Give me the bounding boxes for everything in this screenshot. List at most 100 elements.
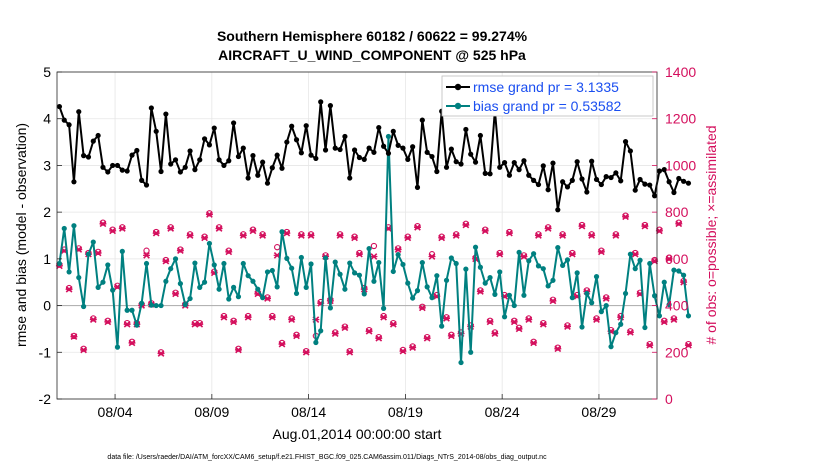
rmse-point [584, 189, 590, 195]
bias-point [521, 292, 527, 298]
left-tick-label: 1 [43, 251, 51, 267]
rmse-point [172, 157, 179, 163]
bias-point [129, 307, 135, 313]
left-tick-label: -2 [39, 391, 52, 407]
x-tick-label: 08/09 [194, 404, 229, 420]
bias-point [201, 279, 208, 285]
rmse-point [642, 181, 648, 187]
rmse-point [516, 167, 522, 173]
obs-assimilated-point [394, 246, 402, 253]
obs-assimilated-point [530, 339, 538, 347]
bias-point [589, 300, 595, 306]
rmse-point [453, 159, 459, 165]
legend-box [441, 75, 654, 117]
obs-assimilated-point [525, 316, 533, 323]
bias-point [308, 261, 314, 267]
rmse-point [269, 165, 275, 171]
obs-possible-point [486, 317, 494, 324]
rmse-point [555, 207, 561, 213]
bias-point [158, 302, 164, 309]
rmse-point [661, 167, 667, 173]
obs-possible-point [404, 233, 411, 240]
bias-point [400, 261, 406, 268]
rmse-point [511, 160, 517, 166]
rmse-point [526, 172, 532, 178]
obs-possible-point [351, 233, 358, 240]
rmse-point [666, 179, 672, 185]
obs-possible-point [230, 317, 237, 324]
bias-point [410, 295, 416, 301]
rmse-point [540, 163, 546, 169]
rmse-point [545, 187, 551, 193]
rmse-point [395, 142, 401, 148]
bias-point [153, 302, 159, 309]
rmse-point [255, 172, 261, 178]
obs-possible-point [167, 224, 174, 231]
rmse-point [124, 168, 130, 174]
rmse-point [531, 177, 537, 183]
obs-possible-point [578, 221, 586, 229]
rmse-point [85, 154, 92, 160]
rmse-point [66, 122, 72, 128]
obs-assimilated-point [167, 225, 175, 232]
right-axis-ticks: 0 200 400 600 800 1000 1200 1400 [652, 64, 696, 407]
rmse-point [400, 145, 406, 151]
obs-possible-point [419, 303, 426, 310]
bias-point [226, 296, 232, 302]
obs-assimilated-point [351, 234, 359, 242]
legend-rmse-marker [454, 83, 462, 91]
rmse-point [250, 153, 256, 159]
obs-assimilated-point [481, 227, 489, 235]
bias-point [666, 302, 672, 308]
rmse-point [458, 161, 464, 167]
rmse-point [535, 181, 542, 188]
bias-point [313, 339, 319, 346]
rmse-point [371, 149, 377, 155]
rmse-point [235, 153, 242, 160]
bias-point [90, 239, 96, 245]
rmse-point [376, 124, 382, 131]
rmse-point [284, 139, 290, 145]
bias-point [235, 294, 242, 300]
obs-possible-point [448, 331, 455, 338]
bias-point [627, 251, 633, 257]
bias-point [419, 259, 425, 266]
bias-point [269, 267, 275, 274]
obs-possible-point [65, 284, 73, 292]
bias-point [100, 279, 106, 285]
obs-assimilated-point [259, 232, 267, 239]
obs-assimilated-point [172, 290, 180, 298]
bias-point [332, 259, 338, 265]
bias-point [453, 260, 459, 267]
obs-assimilated-point [559, 232, 567, 239]
obs-assimilated-point [293, 332, 301, 340]
obs-possible-point [394, 245, 402, 252]
rmse-point [71, 179, 77, 185]
obs-possible-point [162, 256, 170, 264]
obs-assimilated-point [239, 232, 247, 239]
obs-assimilated-point [263, 295, 271, 302]
bias-point [560, 262, 566, 268]
obs-assimilated-point [283, 229, 291, 237]
bias-point [622, 290, 629, 297]
legend-rmse-label: rmse grand pr = 3.1335 [473, 79, 619, 95]
x-tick-label: 08/29 [581, 404, 616, 420]
obs-assimilated-point [534, 232, 542, 239]
rmse-point [521, 158, 527, 164]
obs-assimilated-point [491, 330, 499, 337]
right-tick-label: 400 [665, 298, 689, 314]
bias-point [555, 245, 561, 251]
bias-point [661, 279, 667, 285]
bias-point [216, 286, 222, 292]
obs-possible-point [612, 231, 620, 238]
bias-point [279, 229, 285, 235]
bias-point [414, 288, 421, 294]
bias-point [119, 248, 125, 254]
obs-assimilated-point [196, 320, 204, 328]
obs-possible-point [675, 219, 682, 226]
obs-assimilated-point [452, 232, 460, 239]
rmse-point [424, 149, 430, 155]
bias-point [66, 269, 72, 275]
rmse-point [618, 178, 624, 184]
obs-assimilated-point [278, 340, 286, 348]
